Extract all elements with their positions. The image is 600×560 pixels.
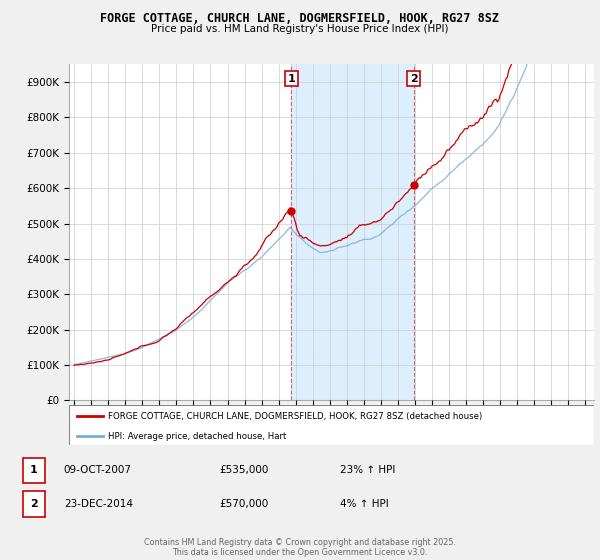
Text: 23-DEC-2014: 23-DEC-2014 — [64, 499, 133, 509]
FancyBboxPatch shape — [69, 405, 594, 445]
Text: FORGE COTTAGE, CHURCH LANE, DOGMERSFIELD, HOOK, RG27 8SZ: FORGE COTTAGE, CHURCH LANE, DOGMERSFIELD… — [101, 12, 499, 25]
Text: £535,000: £535,000 — [220, 465, 269, 475]
FancyBboxPatch shape — [23, 458, 45, 483]
Text: 09-OCT-2007: 09-OCT-2007 — [64, 465, 132, 475]
Text: 1: 1 — [30, 465, 38, 475]
Text: HPI: Average price, detached house, Hart: HPI: Average price, detached house, Hart — [109, 432, 287, 441]
Bar — [292, 64, 413, 400]
FancyBboxPatch shape — [23, 491, 45, 517]
Text: 4% ↑ HPI: 4% ↑ HPI — [340, 499, 389, 509]
Text: FORGE COTTAGE, CHURCH LANE, DOGMERSFIELD, HOOK, RG27 8SZ (detached house): FORGE COTTAGE, CHURCH LANE, DOGMERSFIELD… — [109, 412, 482, 421]
Text: 2: 2 — [410, 73, 418, 83]
Text: Contains HM Land Registry data © Crown copyright and database right 2025.
This d: Contains HM Land Registry data © Crown c… — [144, 538, 456, 557]
Text: £570,000: £570,000 — [220, 499, 269, 509]
Text: 23% ↑ HPI: 23% ↑ HPI — [340, 465, 395, 475]
Text: Price paid vs. HM Land Registry's House Price Index (HPI): Price paid vs. HM Land Registry's House … — [151, 24, 449, 34]
Text: 1: 1 — [287, 73, 295, 83]
Text: 2: 2 — [30, 499, 38, 509]
